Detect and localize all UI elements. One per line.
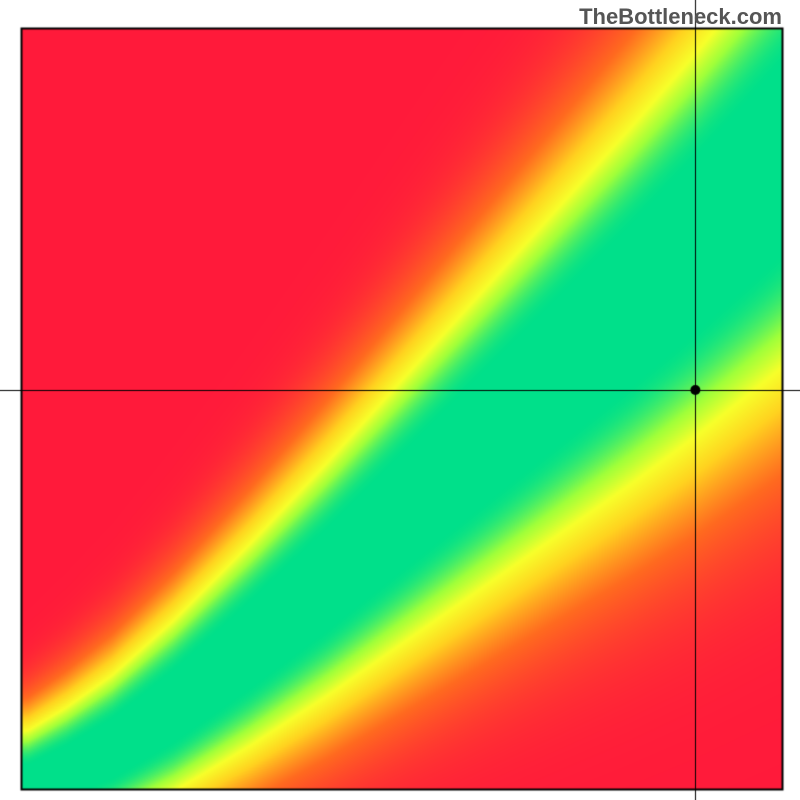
watermark-text: TheBottleneck.com (579, 4, 782, 30)
bottleneck-heatmap (0, 0, 800, 800)
chart-container: TheBottleneck.com (0, 0, 800, 800)
